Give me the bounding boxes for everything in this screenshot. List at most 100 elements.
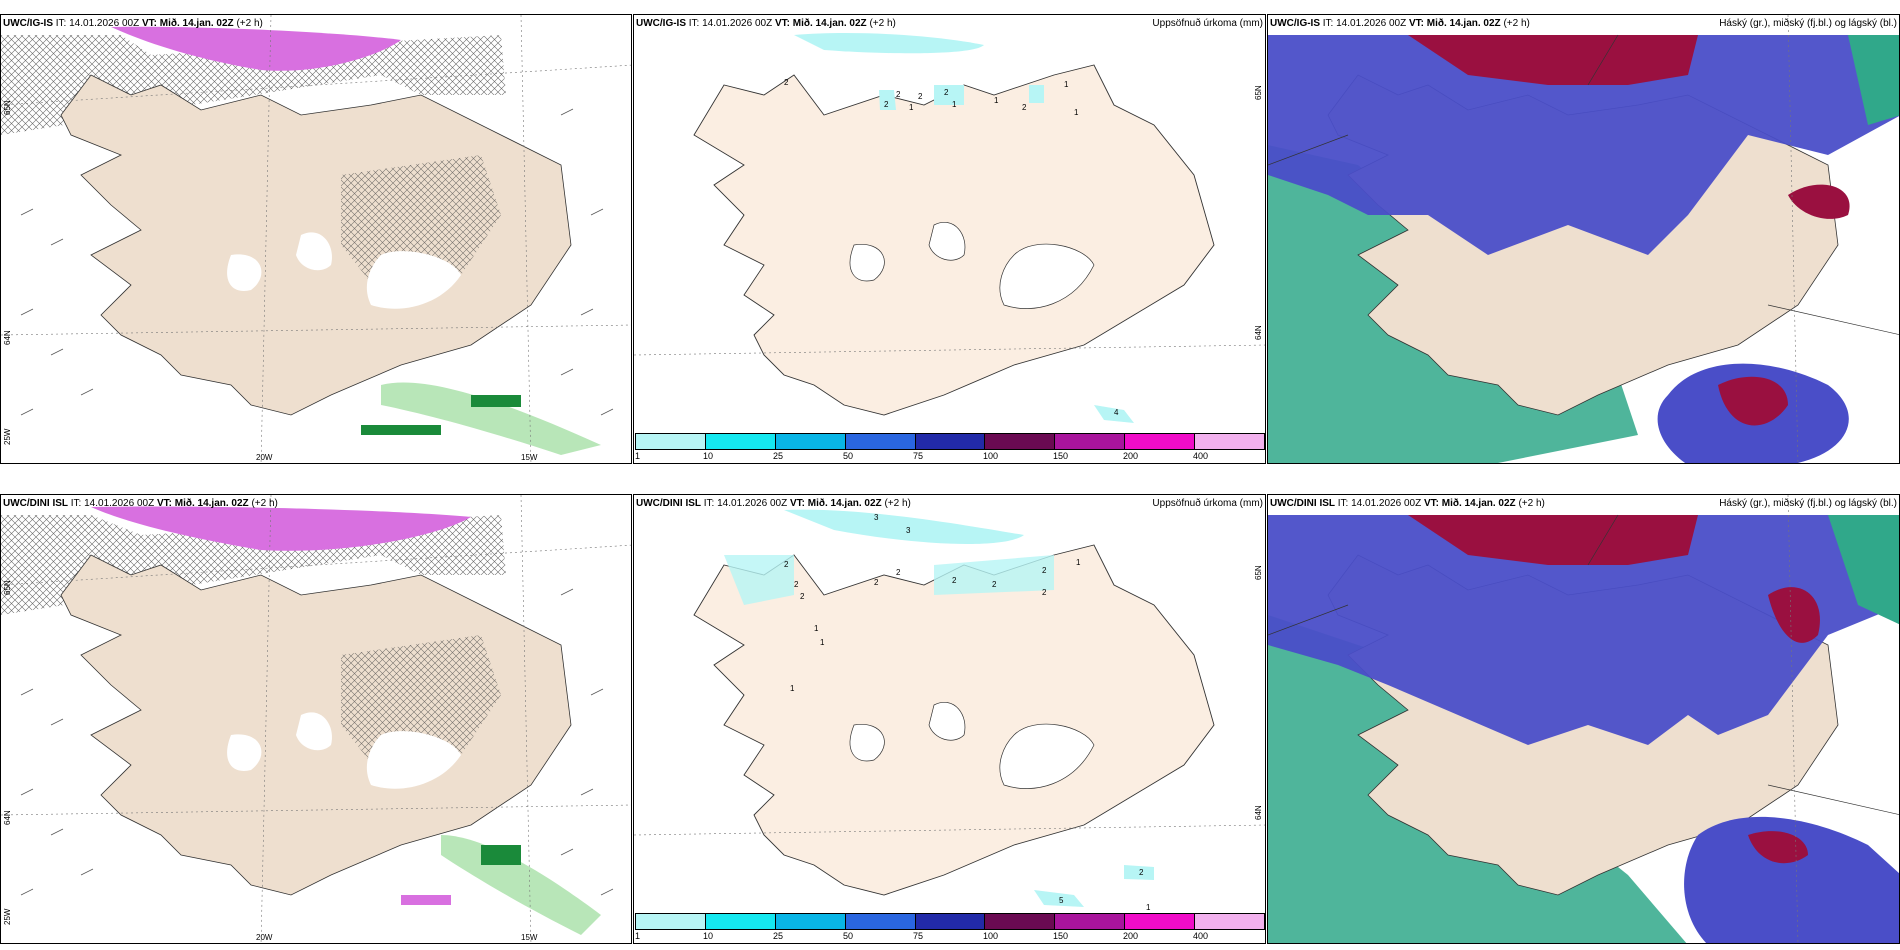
colorbar [635,433,1265,450]
panel-header: UWC/DINI ISL IT: 14.01.2026 00Z VT: Mið.… [3,498,278,509]
colorbar-tick: 25 [773,931,784,941]
panel-header: UWC/DINI ISL IT: 14.01.2026 00Z VT: Mið.… [636,498,911,509]
valid-time-label: VT: [1408,18,1424,29]
colorbar-seg [636,434,706,449]
precip-label: 1 [994,96,999,105]
precip-label: 1 [952,100,957,109]
colorbar-seg [1195,914,1265,929]
colorbar-tick: 100 [983,931,999,941]
colorbar-tick: 1 [635,931,641,941]
colorbar-seg [845,914,916,929]
lon-label-25w: 25W [3,908,12,925]
precip-label: 2 [1022,103,1027,112]
precip-label: 2 [896,90,901,99]
valid-time: Mið. 14.jan. 02Z [159,18,234,29]
valid-time: Mið. 14.jan. 02Z [1426,18,1501,29]
colorbar-tick: 400 [1193,931,1209,941]
lon-label-15w: 15W [521,933,538,942]
precip-label: 2 [884,100,889,109]
colorbar-seg [915,434,986,449]
precip-label: 2 [918,92,923,101]
panel-clouds-row1: UWC/IG-IS IT: 14.01.2026 00Z VT: Mið. 14… [1267,14,1900,464]
colorbar [635,913,1265,930]
init-time-label: IT: [1337,498,1349,509]
colorbar-seg [705,434,776,449]
precip-label: 1 [814,624,819,633]
precip-label: 3 [874,513,879,522]
model-name: UWC/IG-IS [636,18,686,29]
precip-label: 2 [1042,566,1047,575]
colorbar-seg [1125,914,1196,929]
colorbar-seg [985,914,1056,929]
panel-wind-precip-row2: UWC/DINI ISL IT: 14.01.2026 00Z VT: Mið.… [0,494,632,944]
lat-label-65n: 65N [3,100,12,115]
valid-time: Mið. 14.jan. 02Z [1441,498,1516,509]
colorbar-tick: 100 [983,451,999,461]
colorbar-seg [1055,434,1126,449]
precip-label: 2 [800,592,805,601]
lead-time: (+2 h) [236,18,263,29]
precip-label: 5 [1059,896,1064,905]
colorbar-tick: 1 [635,451,641,461]
valid-time: Mið. 14.jan. 02Z [807,498,882,509]
lead-time: (+2 h) [1503,18,1530,29]
lat-label-65n: 65N [1254,85,1263,100]
precip-label: 1 [790,684,795,693]
colorbar-tick: 150 [1053,931,1069,941]
precip-label: 1 [909,103,914,112]
panel-accum-precip-row1: 2 2 2 1 2 2 1 1 2 1 1 4 UWC/IG-IS IT: 14… [633,14,1266,464]
colorbar-seg [845,434,916,449]
colorbar-seg [1125,434,1196,449]
init-time: 14.01.2026 00Z [84,498,155,509]
init-time-label: IT: [1322,18,1334,29]
panel-header: UWC/IG-IS IT: 14.01.2026 00Z VT: Mið. 14… [1270,18,1530,29]
panel-title: Uppsöfnuð úrkoma (mm) [1152,498,1263,509]
precip-label: 3 [906,526,911,535]
init-time: 14.01.2026 00Z [702,18,773,29]
precip-map-row1: 2 2 2 1 2 2 1 1 2 1 1 4 [634,15,1265,435]
model-name: UWC/DINI ISL [3,498,68,509]
init-time: 14.01.2026 00Z [69,18,140,29]
wind-map-row2 [1,495,631,943]
lon-label-25w: 25W [3,428,12,445]
colorbar-ticks: 1 10 25 50 75 100 150 200 400 [635,931,1265,943]
init-time-label: IT: [703,498,715,509]
model-name: UWC/IG-IS [1270,18,1320,29]
precip-label: 2 [794,580,799,589]
lead-time: (+2 h) [869,18,896,29]
valid-time-label: VT: [789,498,805,509]
colorbar-tick: 400 [1193,451,1209,461]
precip-label: 1 [1064,80,1069,89]
precip-label: 2 [874,578,879,587]
lon-label-20w: 20W [256,933,273,942]
precip-label: 2 [784,560,789,569]
colorbar-tick: 10 [703,451,714,461]
lat-label-64n: 64N [3,330,12,345]
precip-label: 1 [1074,108,1079,117]
model-name: UWC/DINI ISL [1270,498,1335,509]
lon-label-20w: 20W [256,453,273,462]
colorbar-tick: 50 [843,451,854,461]
precip-label: 2 [952,576,957,585]
init-time: 14.01.2026 00Z [1351,498,1422,509]
colorbar-seg [775,434,846,449]
lat-label-64n: 64N [1254,325,1263,340]
init-time: 14.01.2026 00Z [717,498,788,509]
colorbar-seg [1195,434,1265,449]
wind-map-row1 [1,15,631,463]
panel-header: UWC/DINI ISL IT: 14.01.2026 00Z VT: Mið.… [1270,498,1545,509]
colorbar-seg [775,914,846,929]
lead-time: (+2 h) [251,498,278,509]
panel-accum-precip-row2: 3 3 2 2 2 1 1 1 2 2 2 2 2 1 2 5 2 1 [633,494,1266,944]
model-name: UWC/IG-IS [3,18,53,29]
precip-label: 2 [896,568,901,577]
panel-title: Uppsöfnuð úrkoma (mm) [1152,18,1263,29]
colorbar-seg [636,914,706,929]
panel-header: UWC/IG-IS IT: 14.01.2026 00Z VT: Mið. 14… [3,18,263,29]
valid-time-label: VT: [774,18,790,29]
panel-title: Háský (gr.), miðský (fj.bl.) og lágský (… [1719,498,1897,509]
lat-label-64n: 64N [1254,805,1263,820]
lead-time: (+2 h) [884,498,911,509]
colorbar-seg [705,914,776,929]
